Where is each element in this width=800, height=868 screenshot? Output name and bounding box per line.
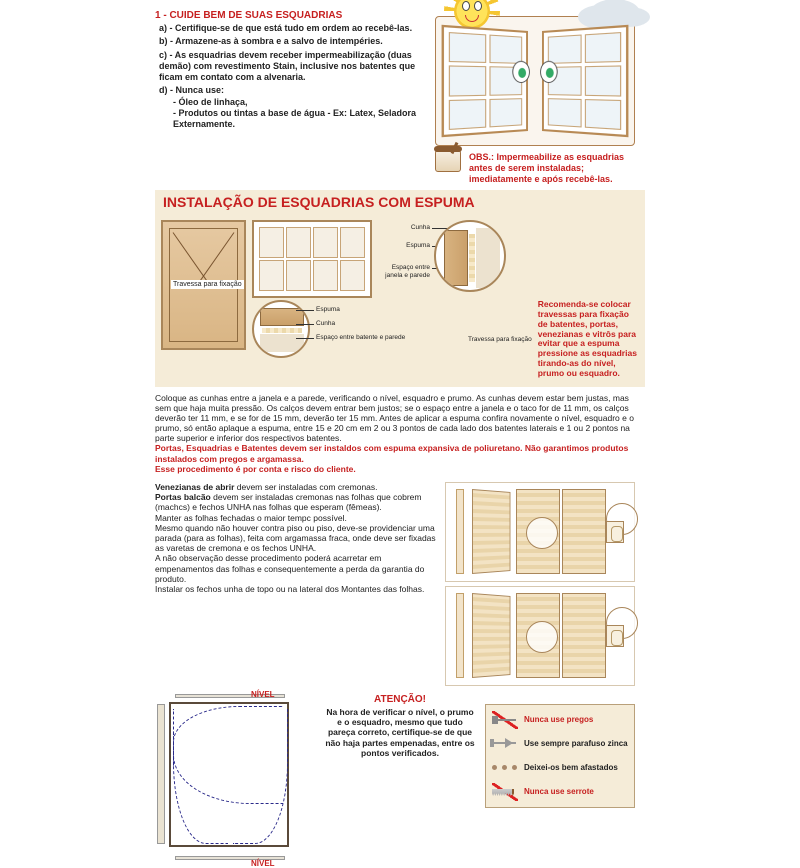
shutters-illustrations	[445, 482, 645, 690]
attention-text: Na hora de verificar o nível, o prumo e …	[325, 707, 475, 758]
attention-box: ATENÇÃO! Na hora de verificar o nível, o…	[325, 694, 475, 758]
care-text: 1 - CUIDE BEM DE SUAS ESQUADRIAS a) - Ce…	[155, 10, 427, 184]
cloud-icon	[590, 0, 640, 27]
warn4-text: Nunca use serrote	[524, 788, 594, 797]
label-espaco-batente: Espaço entre batente e parede	[316, 334, 405, 341]
care-d-sub2: - Produtos ou tintas a base de água - Ex…	[159, 108, 427, 131]
no-nail-icon	[492, 711, 518, 729]
obs-text: OBS.: Impermeabilize as esquadrias antes…	[469, 152, 624, 184]
s3-t6: Instalar os fechos unha de topo ou na la…	[155, 584, 437, 594]
label-cunha-2: Cunha	[316, 320, 335, 327]
latch-icon	[606, 521, 624, 543]
care-d-label: d) - Nunca use:	[159, 85, 224, 95]
screw-icon	[492, 735, 518, 753]
section-shutters: Venezianas de abrir devem ser instaladas…	[155, 482, 645, 690]
label-espuma: Espuma	[406, 242, 430, 249]
care-illustration: OBS.: Impermeabilize as esquadrias antes…	[435, 10, 645, 184]
label-travessa-fix: Travessa para fixação	[468, 336, 532, 343]
window-pane-right-icon	[542, 25, 628, 137]
warn-spaced: Deixei-os bem afastados	[492, 759, 628, 777]
door-diagram-icon: Travessa para fixação	[161, 220, 246, 350]
foam-warning-1: Portas, Esquadrias e Batentes devem ser …	[155, 443, 628, 463]
door-travessa-label: Travessa para fixação	[171, 280, 244, 289]
level-check-diagram-icon: NÍVEL NÍVEL	[155, 694, 315, 864]
attention-title: ATENÇÃO!	[325, 694, 475, 705]
care-item-d: d) - Nunca use: - Óleo de linhaça, - Pro…	[159, 85, 427, 130]
nivel-top-label: NÍVEL	[251, 690, 275, 699]
window-diagram-icon	[252, 220, 372, 298]
nivel-bottom-label: NÍVEL	[251, 859, 275, 868]
window-pane-left-icon	[442, 25, 528, 137]
magnify-circle-2-icon	[252, 300, 310, 358]
s3-t5: A não observação desse procedimento pode…	[155, 553, 437, 584]
section-foam: Travessa para fixação Cunha Espuma Espaç…	[155, 214, 645, 386]
s3-t4: Mesmo quando não houver contra piso ou p…	[155, 523, 437, 554]
s3-b2: Portas balcão	[155, 492, 211, 502]
paint-can-icon	[435, 150, 461, 172]
label-cunha: Cunha	[411, 224, 430, 231]
obs-note: OBS.: Impermeabilize as esquadrias antes…	[435, 152, 645, 184]
closeup-top: Cunha Espuma Espaço entre janela e pared…	[376, 220, 506, 300]
care-item-c: c) - As esquadrias devem receber imperme…	[159, 50, 427, 84]
warn-use-screw: Use sempre parafuso zinca	[492, 735, 628, 753]
no-saw-icon	[492, 783, 518, 801]
closeup-bottom: Espuma Cunha Espaço entre batente e pare…	[252, 306, 462, 366]
magnify-circle-icon	[434, 220, 506, 292]
s3-t3: Manter as folhas fechadas o maior tempc …	[155, 513, 437, 523]
warn2-text: Use sempre parafuso zinca	[524, 740, 628, 749]
warn-no-nails: Nunca use pregos	[492, 711, 628, 729]
sun-icon	[454, 0, 490, 29]
shutters-text: Venezianas de abrir devem ser instaladas…	[155, 482, 437, 690]
foam-recommendation: Recomenda-se colocar travessas para fixa…	[538, 300, 639, 378]
section-level: NÍVEL NÍVEL ATENÇÃO! Na hora de verifica…	[155, 694, 645, 864]
s3-b1: Venezianas de abrir	[155, 482, 234, 492]
spaced-icon	[492, 759, 518, 777]
foam-warning-2: Esse procedimento é por conta e risco do…	[155, 464, 356, 474]
warn1-text: Nunca use pregos	[524, 716, 593, 725]
care-item-a: a) - Certifique-se de que está tudo em o…	[159, 23, 427, 34]
foam-body-text: Coloque as cunhas entre a janela e a par…	[155, 393, 634, 444]
section-care: 1 - CUIDE BEM DE SUAS ESQUADRIAS a) - Ce…	[155, 10, 645, 184]
care-item-b: b) - Armazene-as à sombra e a salvo de i…	[159, 36, 427, 47]
warn3-text: Deixei-os bem afastados	[524, 764, 618, 773]
care-title: 1 - CUIDE BEM DE SUAS ESQUADRIAS	[155, 10, 427, 21]
foam-instructions: Coloque as cunhas entre a janela e a par…	[155, 393, 645, 475]
label-espaco-janela: Espaço entre janela e parede	[376, 264, 430, 278]
shutter-diagram-2-icon	[445, 586, 635, 686]
warn-no-saw: Nunca use serrote	[492, 783, 628, 801]
care-d-sub1: - Óleo de linhaça,	[159, 97, 427, 108]
s3-t1: devem ser instaladas com cremonas.	[234, 482, 377, 492]
shutter-diagram-1-icon	[445, 482, 635, 582]
warnings-box: Nunca use pregos Use sempre parafuso zin…	[485, 704, 635, 808]
label-espuma-2: Espuma	[316, 306, 340, 313]
latch-2-icon	[606, 625, 624, 647]
headline-foam-install: INSTALAÇÃO DE ESQUADRIAS COM ESPUMA	[155, 190, 645, 214]
window-cartoon-icon	[435, 16, 635, 146]
